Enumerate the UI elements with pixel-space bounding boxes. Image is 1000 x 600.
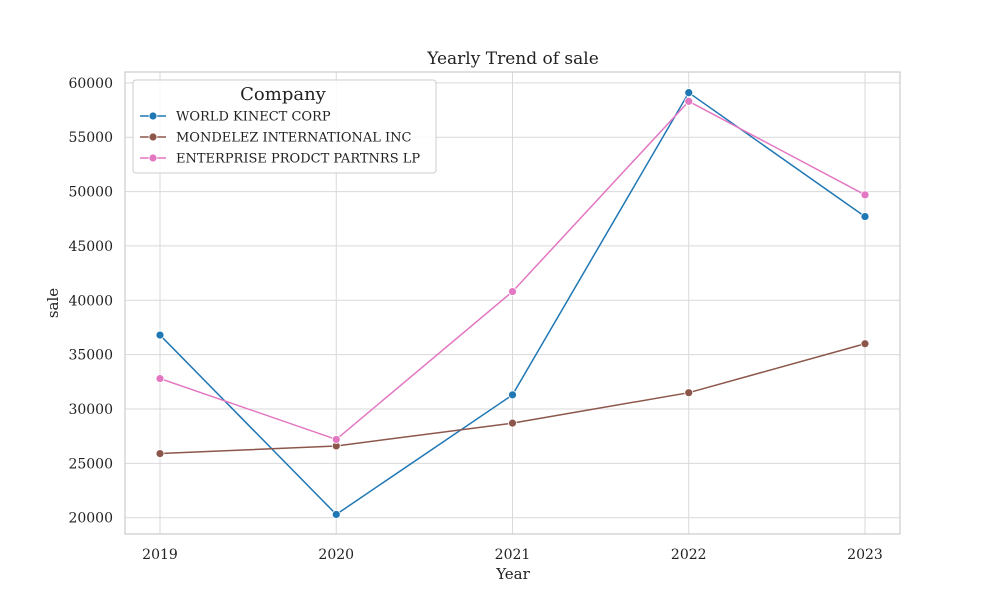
y-tick-label: 45000	[68, 239, 113, 255]
x-tick-label: 2019	[142, 547, 178, 563]
data-point	[155, 449, 165, 458]
data-point	[155, 374, 165, 383]
y-axis-title: sale	[44, 288, 62, 318]
y-axis-ticks: 20000 25000 30000 35000 40000 45000 50000 55000…	[68, 76, 113, 527]
y-tick-label: 50000	[68, 185, 113, 201]
legend-title: Company	[240, 84, 327, 105]
x-tick-label: 2021	[495, 547, 531, 563]
y-tick-label: 60000	[68, 76, 113, 92]
y-tick-label: 25000	[68, 456, 113, 472]
y-tick-label: 40000	[68, 293, 113, 309]
data-point	[508, 287, 517, 296]
x-tick-label: 2023	[847, 547, 883, 563]
series-lines	[155, 88, 870, 519]
x-axis-ticks: 2019 2020 2021 2022 2023	[142, 547, 883, 563]
data-point	[508, 390, 517, 400]
plot-frame	[124, 71, 901, 535]
data-point	[684, 388, 694, 398]
legend-marker	[148, 132, 158, 142]
data-point	[508, 418, 517, 428]
legend-label: WORLD KINECT CORP	[176, 110, 331, 125]
legend-box	[132, 79, 437, 174]
data-point	[155, 330, 165, 340]
x-tick-label: 2022	[671, 547, 707, 563]
data-point	[684, 96, 694, 106]
legend-marker	[148, 111, 158, 121]
data-point	[860, 339, 870, 349]
data-point	[860, 212, 870, 221]
x-axis-title: Year	[495, 565, 530, 583]
legend: Company WORLD KINECT CORP MONDELEZ INTERN…	[132, 79, 437, 174]
data-point	[860, 190, 870, 200]
data-point	[331, 510, 341, 519]
y-tick-label: 30000	[68, 402, 113, 418]
y-tick-label: 35000	[68, 348, 113, 364]
legend-label: MONDELEZ INTERNATIONAL INC	[176, 131, 412, 146]
data-point	[684, 88, 694, 98]
legend-label: ENTERPRISE PRODCT PARTNRS LP	[176, 152, 420, 167]
legend-marker	[148, 153, 158, 163]
chart-title: Yearly Trend of sale	[426, 49, 599, 69]
y-tick-label: 55000	[68, 130, 113, 146]
x-tick-label: 2020	[318, 547, 354, 563]
y-tick-label: 20000	[68, 511, 113, 527]
data-point	[331, 435, 341, 444]
